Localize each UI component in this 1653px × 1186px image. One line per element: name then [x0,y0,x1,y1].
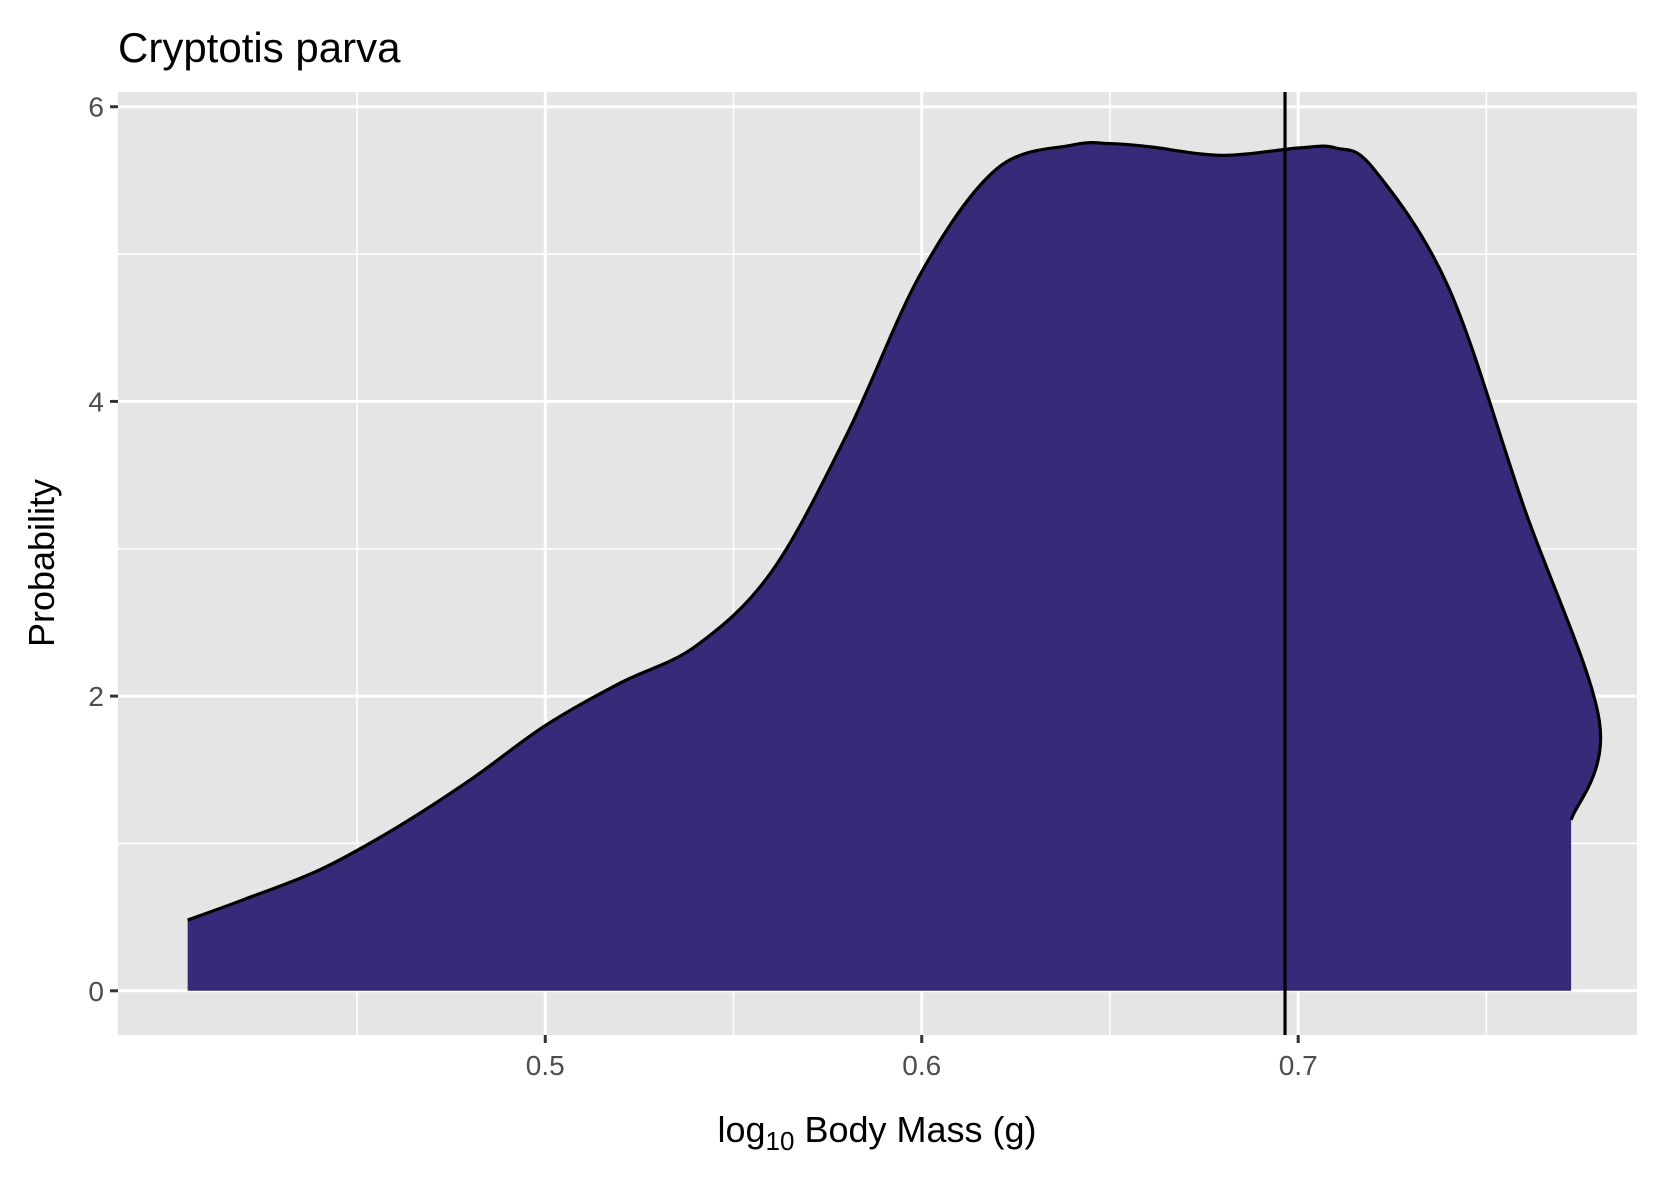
y-tick-label: 2 [88,681,104,712]
x-axis-label: log10 Body Mass (g) [717,1109,1036,1156]
chart-title: Cryptotis parva [118,24,401,71]
y-tick-label: 0 [88,976,104,1007]
density-curve [187,141,1603,922]
y-tick-label: 6 [88,92,104,123]
x-axis-label-subscript: 10 [766,1126,795,1156]
x-axis-label-rest: Body Mass (g) [794,1109,1036,1150]
x-axis: 0.5 0.6 0.7 [526,1035,1318,1081]
x-tick-label: 0.7 [1279,1050,1318,1081]
x-tick-label: 0.6 [902,1050,941,1081]
y-axis-label: Probability [21,479,62,647]
density-area [187,142,1601,991]
y-axis: 0 2 4 6 [88,92,118,1007]
x-tick-label: 0.5 [526,1050,565,1081]
y-tick-label: 4 [88,386,104,417]
x-axis-label-log: log [717,1109,765,1150]
